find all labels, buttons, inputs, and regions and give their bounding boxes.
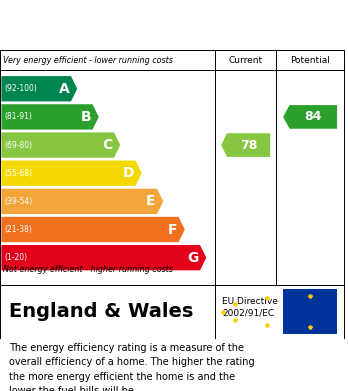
Text: (1-20): (1-20) <box>4 253 27 262</box>
Polygon shape <box>283 105 337 129</box>
Text: B: B <box>80 110 91 124</box>
Text: Current: Current <box>229 56 263 65</box>
Text: (21-38): (21-38) <box>4 225 32 234</box>
Polygon shape <box>1 161 142 186</box>
Polygon shape <box>1 133 120 158</box>
Text: Potential: Potential <box>290 56 330 65</box>
Polygon shape <box>221 133 270 157</box>
Text: D: D <box>122 166 134 180</box>
Polygon shape <box>1 217 185 242</box>
Text: E: E <box>146 194 156 208</box>
Polygon shape <box>1 189 163 214</box>
Polygon shape <box>1 245 206 270</box>
Text: The energy efficiency rating is a measure of the
overall efficiency of a home. T: The energy efficiency rating is a measur… <box>9 343 254 391</box>
Text: (69-80): (69-80) <box>4 140 32 150</box>
Text: G: G <box>187 251 199 265</box>
Text: (81-91): (81-91) <box>4 112 32 122</box>
Text: 84: 84 <box>304 110 322 124</box>
Text: (39-54): (39-54) <box>4 197 32 206</box>
Text: Not energy efficient - higher running costs: Not energy efficient - higher running co… <box>3 265 174 274</box>
Text: England & Wales: England & Wales <box>9 302 193 321</box>
Text: F: F <box>168 222 177 237</box>
Polygon shape <box>1 104 99 129</box>
Text: C: C <box>102 138 113 152</box>
Bar <box>283 289 337 334</box>
Text: (55-68): (55-68) <box>4 169 32 178</box>
Text: EU Directive
2002/91/EC: EU Directive 2002/91/EC <box>222 297 278 318</box>
Text: Energy Efficiency Rating: Energy Efficiency Rating <box>9 18 219 32</box>
Text: (92-100): (92-100) <box>4 84 37 93</box>
Text: 78: 78 <box>240 138 257 152</box>
Polygon shape <box>1 76 77 101</box>
Text: A: A <box>59 82 70 96</box>
Text: Very energy efficient - lower running costs: Very energy efficient - lower running co… <box>3 56 173 65</box>
